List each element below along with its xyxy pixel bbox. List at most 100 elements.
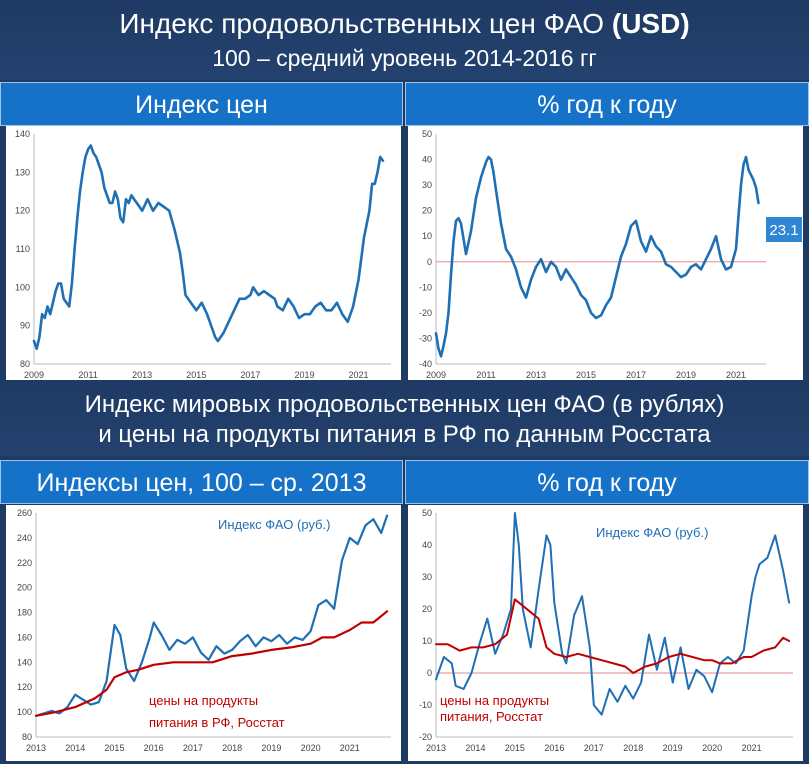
x-tick-label: 2018 [623,743,643,753]
series-line-fao [34,514,389,717]
section2-line2: и цены на продукты питания в РФ по данны… [98,421,711,448]
y-tick-label: 30 [422,180,432,190]
x-tick-label: 2015 [505,743,525,753]
legend-rosstat-label: питания в РФ, Росстат [149,715,285,730]
y-tick-label: 120 [17,682,32,692]
legend-fao-label: Индекс ФАО (руб.) [596,525,708,540]
x-tick-label: 2017 [240,370,260,380]
x-tick-label: 2013 [426,743,446,753]
y-tick-label: 80 [22,732,32,742]
x-tick-label: 2016 [144,743,164,753]
y-tick-label: 110 [16,244,30,254]
x-tick-label: 2013 [526,370,546,380]
series-line-fao [434,155,760,358]
x-tick-label: 2015 [104,743,124,753]
y-tick-label: 100 [15,282,30,292]
x-tick-label: 2013 [132,370,152,380]
chart-index-rub: 80 100 120 140 160 180 200 220 240 260 2013 2014 201… [6,505,401,761]
y-tick-label: 10 [422,231,432,241]
y-tick-label: 0 [427,257,432,267]
panel-title-top-left: Индекс цен [0,82,403,126]
y-tick-label: 30 [422,572,432,582]
x-tick-label: 2017 [626,370,646,380]
y-tick-label: -20 [419,732,432,742]
x-tick-label: 2014 [465,743,485,753]
series-line-fao [435,512,791,716]
y-tick-label: -30 [419,333,432,343]
series-line-rosstat [435,598,791,674]
y-tick-label: 180 [17,608,32,618]
x-tick-label: 2020 [702,743,722,753]
y-tick-label: 260 [17,508,32,518]
main-title-bold: (USD) [611,8,690,39]
value-badge-label: 23.1 [769,222,798,239]
y-tick-label: -20 [419,308,432,318]
chart-svg: 80 100 120 140 160 180 200 220 240 260 2013 2014 201… [17,508,391,753]
x-tick-label: 2015 [576,370,596,380]
x-tick-label: 2009 [24,370,44,380]
x-tick-label: 2015 [186,370,206,380]
x-tick-label: 2016 [544,743,564,753]
x-tick-label: 2019 [663,743,683,753]
x-tick-label: 2021 [742,743,762,753]
x-tick-label: 2019 [676,370,696,380]
x-tick-label: 2017 [183,743,203,753]
y-tick-label: 240 [17,533,32,543]
y-tick-label: 140 [17,657,32,667]
series-line-rosstat [34,610,389,717]
legend-fao-label: Индекс ФАО (руб.) [218,517,330,532]
y-tick-label: 100 [17,707,32,717]
x-tick-label: 2017 [584,743,604,753]
x-tick-label: 2014 [65,743,85,753]
section2-line1: Индекс мировых продовольственных цен ФАО… [84,391,725,418]
y-tick-label: 50 [422,508,432,518]
main-subtitle: 100 – средний уровень 2014-2016 гг [212,45,597,71]
panel-title-bottom-left: Индексы цен, 100 – ср. 2013 [0,460,403,504]
chart-yoy-usd: -40 -30 -20 -10 0 10 20 30 40 50 2009 2011 2013 2015 2… [408,126,803,380]
series-line-fao [32,144,385,350]
y-tick-label: -40 [419,359,432,369]
y-tick-label: 20 [422,604,432,614]
x-tick-label: 2019 [261,743,281,753]
x-tick-label: 2009 [426,370,446,380]
y-tick-label: -10 [419,700,432,710]
y-tick-label: 0 [427,668,432,678]
legend-rosstat-label: цены на продукты [149,693,258,708]
x-tick-label: 2021 [340,743,360,753]
main-title-text: Индекс продовольственных цен ФАО [119,8,612,39]
chart-svg: -20 -10 0 10 20 30 40 50 2013 2014 2015 2016 2017 201… [419,508,793,753]
y-tick-label: 130 [15,167,30,177]
x-tick-label: 2011 [78,370,97,380]
y-tick-label: 80 [20,359,30,369]
chart-yoy-rub: -20 -10 0 10 20 30 40 50 2013 2014 2015 2016 2017 201… [408,505,803,761]
x-tick-label: 2021 [726,370,746,380]
section2-header: Индекс мировых продовольственных цен ФАО… [0,384,809,456]
y-tick-label: 40 [422,540,432,550]
y-tick-label: 50 [422,129,432,139]
y-tick-label: 220 [17,558,32,568]
x-tick-label: 2013 [26,743,46,753]
legend-rosstat-label: питания, Росстат [440,709,543,724]
y-tick-label: -10 [419,282,432,292]
panel-title-bottom-right: % год к году [405,460,809,504]
x-tick-label: 2021 [349,370,369,380]
chart-price-index-usd: 80 90 100 110 120 130 140 2009 2011 2013 2015 2017 2… [6,126,401,380]
y-tick-label: 20 [422,206,432,216]
x-tick-label: 2011 [476,370,495,380]
x-tick-label: 2019 [294,370,314,380]
main-header: Индекс продовольственных цен ФАО (USD) 1… [0,0,809,80]
y-tick-label: 200 [17,583,32,593]
y-tick-label: 120 [15,206,30,216]
y-tick-label: 140 [15,129,30,139]
legend-rosstat-label: цены на продукты [440,693,549,708]
x-tick-label: 2018 [222,743,242,753]
y-tick-label: 160 [17,632,32,642]
y-tick-label: 10 [422,636,432,646]
value-badge [766,217,802,242]
chart-svg: -40 -30 -20 -10 0 10 20 30 40 50 2009 2011 2013 2015 2… [419,129,802,380]
chart-svg: 80 90 100 110 120 130 140 2009 2011 2013 2015 2017 2… [15,129,391,380]
y-tick-label: 40 [422,155,432,165]
x-tick-label: 2020 [301,743,321,753]
main-title: Индекс продовольственных цен ФАО (USD) [0,0,809,41]
